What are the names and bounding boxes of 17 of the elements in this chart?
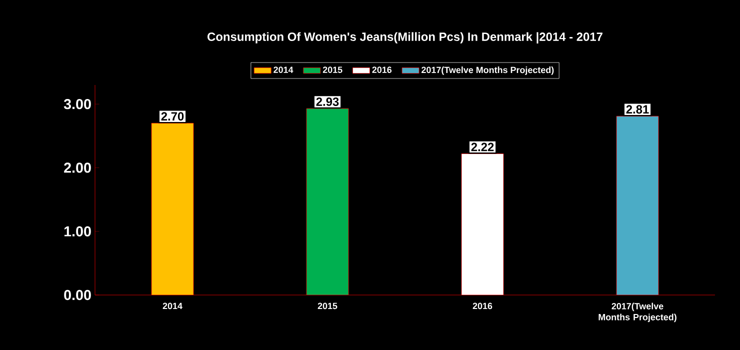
x-tick-label: 2016 [472,302,492,310]
data-label: 2.22 [471,142,494,152]
data-label: 2.70 [161,112,184,121]
y-tick-label: 0.00 [64,290,91,300]
x-tick-label: 2014 [162,302,182,310]
data-label: 2.81 [626,105,649,114]
legend-label: 2017(Twelve Months Projected) [422,66,554,75]
data-label: 2.93 [316,97,339,106]
legend-label: 2016 [372,66,392,73]
legend-label: 2014 [274,66,294,73]
x-tick-label: 2017(Twelve Months Projected) [598,302,676,322]
y-tick-label: 1.00 [64,226,91,236]
legend-label: 2015 [322,66,342,73]
y-tick-label: 3.00 [64,99,91,110]
chart-title: Consumption Of Women's Jeans(Million Pcs) In Denmark |2014 - 2017 [208,32,602,44]
y-tick-label: 2.00 [64,162,91,173]
x-tick-label: 2015 [318,302,338,310]
